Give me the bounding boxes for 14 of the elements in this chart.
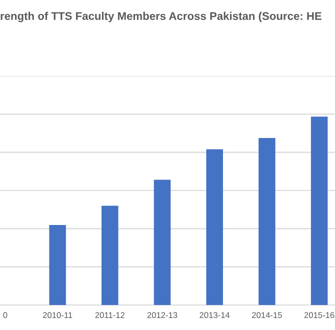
x-tick-label: 0 [3,312,8,318]
x-tick-label: 2012-13 [147,312,178,318]
x-tick-label: 2015-16 [304,312,334,318]
x-tick-label: 2014-15 [252,312,282,318]
bar [206,149,223,305]
bar [102,206,118,305]
x-tick-label: 2010-11 [43,312,72,318]
x-tick-label: 2011-12 [95,312,124,318]
bar [154,180,171,305]
bar [49,224,66,305]
bar [310,116,328,305]
bar [258,138,276,305]
chart-title: rength of TTS Faculty Members Across Pakistan (Source: HE [0,12,322,22]
x-tick-label: 2013-14 [200,312,230,318]
